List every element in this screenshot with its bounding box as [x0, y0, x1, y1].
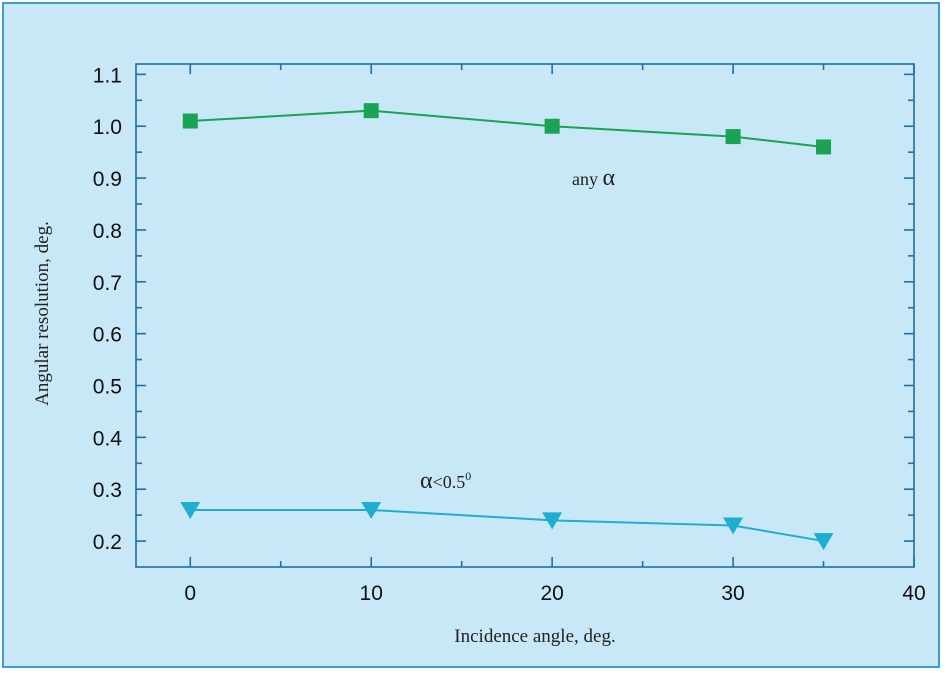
chart-svg: 0 10 20 30 40 0.2 0.3 0.4 0.5 0.6 0.7 0.8 0.9 1.0 1.1…: [32, 63, 926, 647]
series-layer: [180, 103, 834, 551]
plot-area: [135, 63, 915, 568]
y-tick-label: 0.3: [93, 479, 122, 502]
y-tick-label: 0.2: [93, 531, 122, 554]
y-tick-label: 0.7: [93, 272, 122, 295]
data-point-square: [182, 113, 198, 129]
alpha-symbol: α: [420, 468, 433, 494]
y-tick-label: 1.0: [93, 116, 122, 139]
data-point-triangle: [361, 501, 382, 519]
x-tick-labels: 0 10 20 30 40: [184, 582, 925, 605]
annot-prefix: any: [572, 169, 603, 189]
data-point-triangle: [723, 517, 744, 535]
annot-suffix: <0.5: [433, 472, 466, 492]
data-point-square: [816, 139, 832, 155]
data-point-triangle: [180, 501, 201, 519]
alpha-symbol: α: [603, 165, 616, 191]
data-point-square: [544, 118, 560, 134]
y-tick-label: 0.6: [93, 324, 122, 347]
y-tick-label: 0.9: [93, 168, 122, 191]
y-tick-label: 0.8: [93, 220, 122, 243]
y-tick-labels: 0.2 0.3 0.4 0.5 0.6 0.7 0.8 0.9 1.0 1.1: [93, 64, 123, 554]
x-tick-label: 20: [540, 582, 563, 605]
x-tick-label: 0: [184, 582, 196, 605]
data-point-square: [363, 103, 379, 119]
series-alpha-lt-label: α<0.50: [420, 468, 471, 494]
data-point-square: [725, 129, 741, 145]
data-point-triangle: [542, 512, 563, 530]
series-any-alpha: [182, 103, 832, 155]
series-alpha-lt: [180, 501, 834, 551]
x-tick-label: 10: [360, 582, 383, 605]
y-tick-label: 0.4: [93, 427, 123, 450]
axis-ticks: [136, 64, 915, 567]
y-axis-title: Angular resolution, deg.: [32, 221, 53, 406]
y-tick-label: 0.5: [93, 376, 122, 399]
x-tick-label: 40: [902, 582, 925, 605]
series-any-alpha-label: any α: [572, 165, 616, 191]
data-point-triangle: [813, 533, 834, 551]
x-tick-label: 30: [721, 582, 744, 605]
annot-superscript: 0: [465, 469, 471, 483]
y-tick-label: 1.1: [93, 64, 122, 87]
x-axis-title: Incidence angle, deg.: [454, 626, 615, 647]
